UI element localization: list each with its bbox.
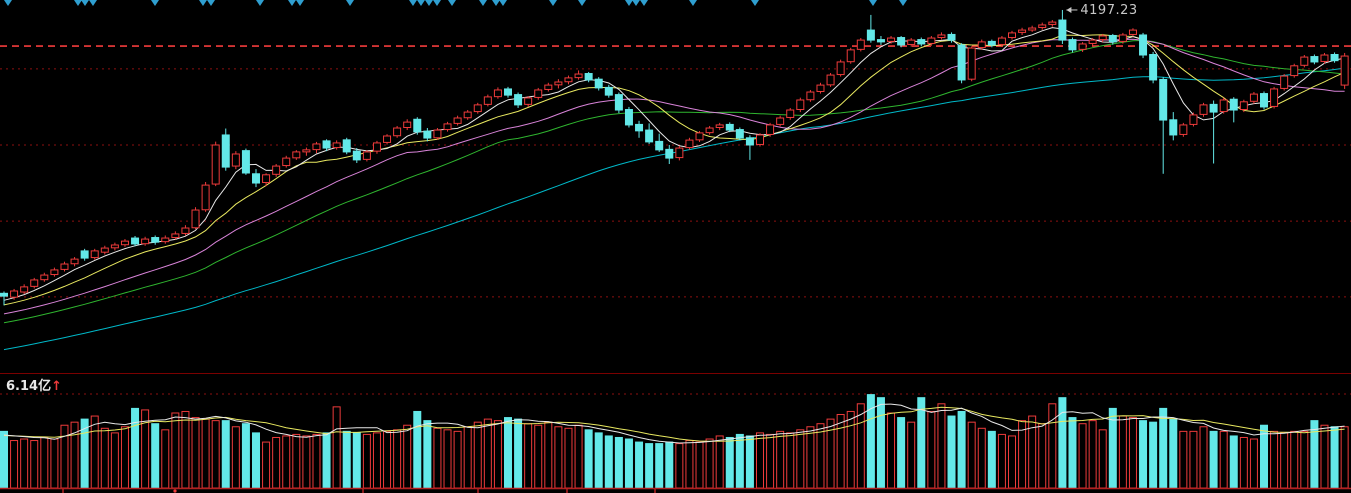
peak-price-label: 4197.23 [1080,3,1137,18]
volume-scale-value: 6.14亿 [6,379,52,394]
volume-canvas [0,393,1351,493]
candlestick-canvas [0,0,1351,351]
volume-up-arrow-icon: ↑ [51,379,62,394]
volume-scale-label: 6.14亿↑ [6,375,62,394]
peak-price-value: 4197.23 [1080,3,1138,18]
volume-pane[interactable]: 6.14亿↑ [0,373,1351,493]
price-pane[interactable]: 4197.23 [0,0,1351,373]
